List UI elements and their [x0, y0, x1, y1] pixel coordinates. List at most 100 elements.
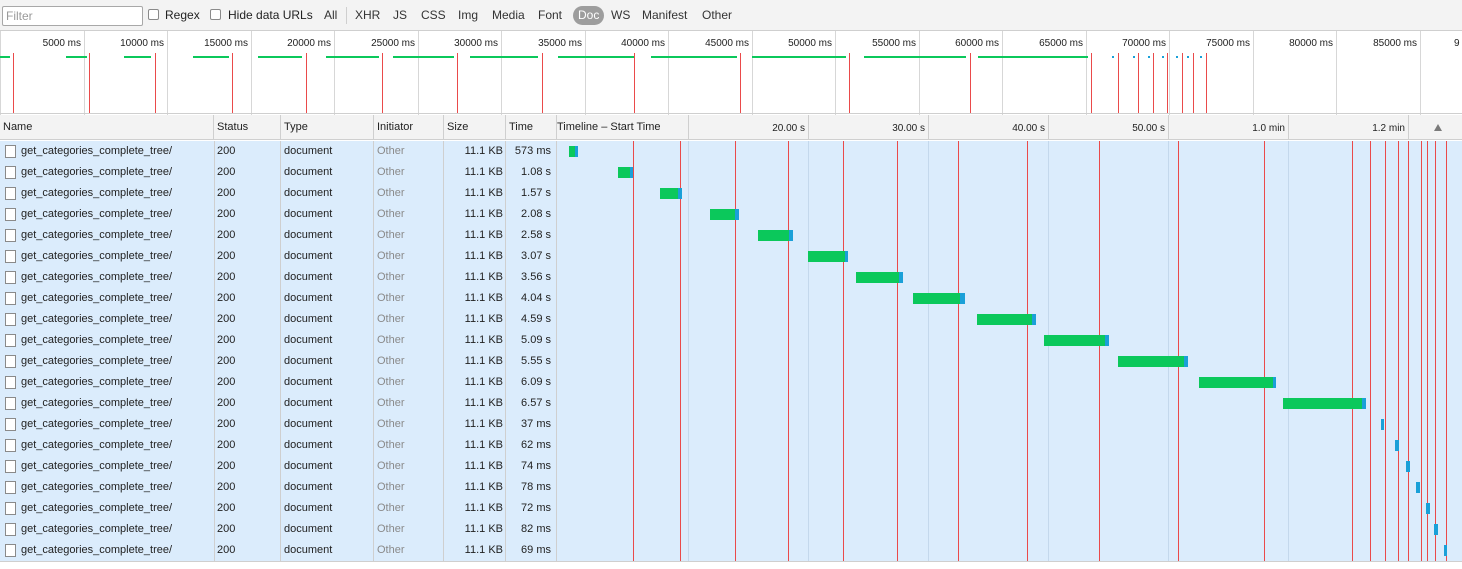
waterfall-waiting-bar — [758, 230, 789, 241]
column-header-status[interactable]: Status — [214, 115, 281, 139]
column-header-type[interactable]: Type — [281, 115, 374, 139]
table-row[interactable]: get_categories_complete_tree/200 document… — [0, 435, 556, 456]
table-row[interactable]: get_categories_complete_tree/200 document… — [0, 183, 556, 204]
waterfall-load-marker — [897, 141, 898, 561]
overview-tick-label: 70000 ms — [1122, 38, 1166, 49]
type-filter-doc[interactable]: Doc — [573, 6, 605, 25]
type-filter-xhr[interactable]: XHR — [355, 8, 381, 22]
sort-ascending-icon — [1434, 124, 1442, 131]
type-filter-font[interactable]: Font — [538, 8, 563, 22]
hide-data-urls-label: Hide data URLs — [228, 8, 313, 22]
request-status: 200 — [217, 544, 236, 556]
table-row[interactable]: get_categories_complete_tree/200 document… — [0, 141, 556, 162]
waterfall-download-bar — [1434, 524, 1438, 535]
overview-request-dot — [1176, 56, 1178, 58]
table-row[interactable]: get_categories_complete_tree/200 document… — [0, 309, 556, 330]
table-row[interactable]: get_categories_complete_tree/200 document… — [0, 498, 556, 519]
document-icon — [5, 250, 16, 263]
waterfall-load-marker — [1370, 141, 1371, 561]
timeline-header-gridline — [1408, 115, 1409, 139]
overview-tick-label: 35000 ms — [538, 38, 582, 49]
regex-checkbox[interactable] — [148, 9, 159, 20]
column-header-size[interactable]: Size — [444, 115, 506, 139]
type-filter-img[interactable]: Img — [458, 8, 479, 22]
request-size: 11.1 KB — [464, 334, 503, 346]
request-size: 11.1 KB — [464, 145, 503, 157]
request-name: get_categories_complete_tree/ — [21, 145, 173, 157]
waterfall-load-marker — [1427, 141, 1428, 561]
table-row[interactable]: get_categories_complete_tree/200 document… — [0, 204, 556, 225]
request-status: 200 — [217, 397, 236, 409]
waterfall-waiting-bar — [660, 188, 678, 199]
overview-request-dot — [1162, 56, 1164, 58]
request-type: document — [284, 418, 333, 430]
request-type: document — [284, 271, 333, 283]
request-initiator: Other — [377, 292, 405, 304]
request-type: document — [284, 481, 333, 493]
table-row[interactable]: get_categories_complete_tree/200 document… — [0, 393, 556, 414]
overview-request-dot — [1148, 56, 1150, 58]
waterfall-download-bar — [1426, 503, 1430, 514]
table-row[interactable]: get_categories_complete_tree/200 document… — [0, 288, 556, 309]
request-name: get_categories_complete_tree/ — [21, 439, 173, 451]
document-icon — [5, 418, 16, 431]
waterfall-download-bar — [735, 209, 739, 220]
type-filter-other[interactable]: Other — [702, 8, 733, 22]
request-size: 11.1 KB — [464, 271, 503, 283]
request-size: 11.1 KB — [464, 313, 503, 325]
request-type: document — [284, 145, 333, 157]
type-filter-js[interactable]: JS — [393, 8, 408, 22]
table-row[interactable]: get_categories_complete_tree/200 document… — [0, 519, 556, 540]
table-row[interactable]: get_categories_complete_tree/200 document… — [0, 246, 556, 267]
table-row[interactable]: get_categories_complete_tree/200 document… — [0, 351, 556, 372]
request-name: get_categories_complete_tree/ — [21, 418, 173, 430]
type-filter-css[interactable]: CSS — [421, 8, 446, 22]
request-status: 200 — [217, 523, 236, 535]
overview-tick-label: 40000 ms — [621, 38, 665, 49]
timeline-overview[interactable]: 5000 ms 10000 ms 15000 ms 20000 ms 25000 ms 3… — [0, 31, 1462, 115]
column-header-name[interactable]: Name — [0, 115, 214, 139]
overview-request-bar — [864, 56, 966, 58]
request-initiator: Other — [377, 397, 405, 409]
request-status: 200 — [217, 271, 236, 283]
column-header-time[interactable]: Time — [506, 115, 557, 139]
table-row[interactable]: get_categories_complete_tree/200 document… — [0, 540, 556, 561]
waterfall-load-marker — [1408, 141, 1409, 561]
request-name: get_categories_complete_tree/ — [21, 208, 173, 220]
overview-request-bar — [752, 56, 846, 58]
table-row[interactable]: get_categories_complete_tree/200 document… — [0, 162, 556, 183]
waterfall-load-marker — [1264, 141, 1265, 561]
request-name: get_categories_complete_tree/ — [21, 355, 173, 367]
overview-request-dot — [1133, 56, 1135, 58]
hide-data-urls-checkbox[interactable] — [210, 9, 221, 20]
request-type: document — [284, 439, 333, 451]
request-status: 200 — [217, 334, 236, 346]
table-row[interactable]: get_categories_complete_tree/200 document… — [0, 225, 556, 246]
request-type: document — [284, 313, 333, 325]
table-row[interactable]: get_categories_complete_tree/200 document… — [0, 267, 556, 288]
request-time: 6.57 s — [521, 397, 551, 409]
type-filter-all[interactable]: All — [324, 8, 338, 22]
table-row[interactable]: get_categories_complete_tree/200 document… — [0, 330, 556, 351]
waterfall-download-bar — [1032, 314, 1036, 325]
request-initiator: Other — [377, 187, 405, 199]
overview-load-marker — [1182, 53, 1183, 113]
column-header-initiator[interactable]: Initiator — [374, 115, 444, 139]
request-type: document — [284, 208, 333, 220]
request-status: 200 — [217, 481, 236, 493]
request-size: 11.1 KB — [464, 439, 503, 451]
overview-chart: 5000 ms 10000 ms 15000 ms 20000 ms 25000 ms 3… — [0, 31, 1460, 115]
type-filter-media[interactable]: Media — [492, 8, 525, 22]
waterfall-download-bar — [678, 188, 682, 199]
request-name: get_categories_complete_tree/ — [21, 376, 173, 388]
type-filter-ws[interactable]: WS — [611, 8, 631, 22]
request-type: document — [284, 502, 333, 514]
request-initiator: Other — [377, 523, 405, 535]
type-filter-manifest[interactable]: Manifest — [642, 8, 688, 22]
filter-input[interactable] — [2, 6, 143, 26]
table-row[interactable]: get_categories_complete_tree/200 document… — [0, 414, 556, 435]
table-row[interactable]: get_categories_complete_tree/200 document… — [0, 456, 556, 477]
waterfall-download-bar — [1362, 398, 1366, 409]
table-row[interactable]: get_categories_complete_tree/200 document… — [0, 477, 556, 498]
table-row[interactable]: get_categories_complete_tree/200 document… — [0, 372, 556, 393]
